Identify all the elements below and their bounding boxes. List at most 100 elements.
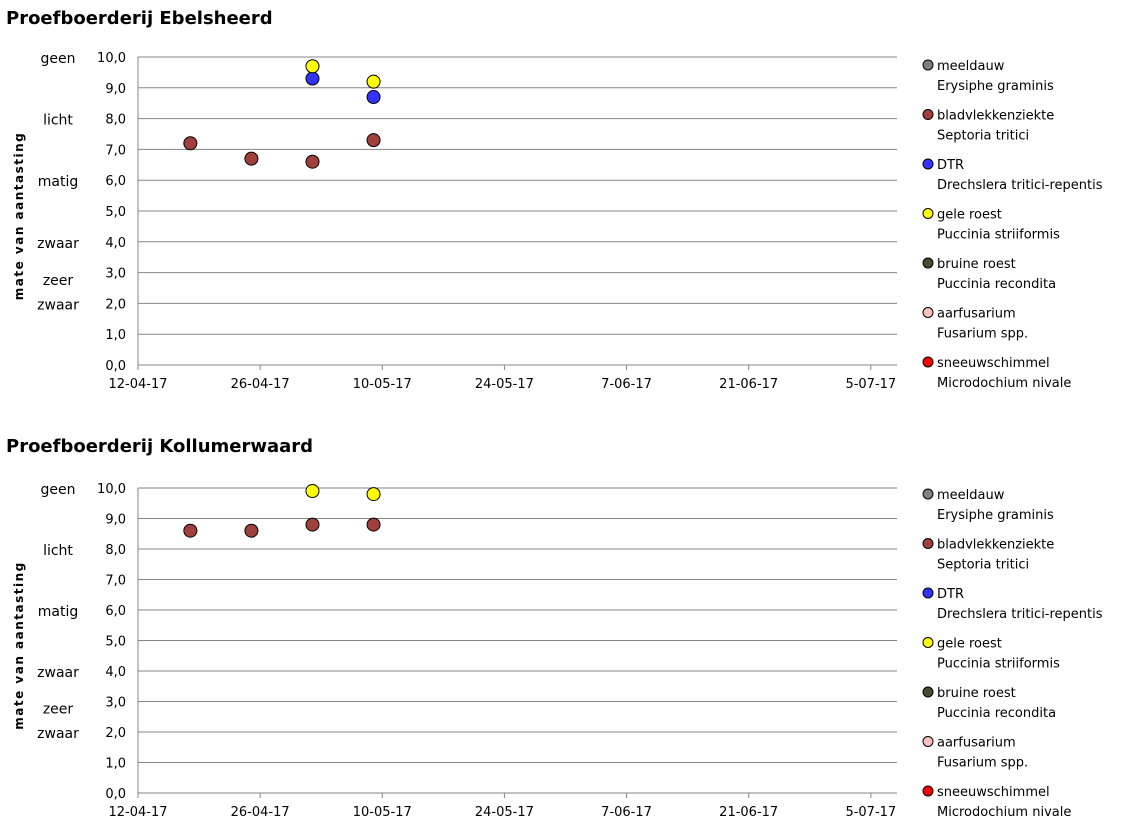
y-tick-label: 4,0	[105, 665, 126, 680]
legend-label: aarfusarium	[937, 736, 1016, 751]
legend-sublabel: Microdochium nivale	[937, 805, 1071, 820]
y-tick-label: 6,0	[105, 604, 126, 619]
chart-ebelsheerd: Proefboerderij Ebelsheerd 0,0 1,0 2,0 3,0 4,…	[0, 8, 1144, 418]
x-tick-label: 5-07-17	[845, 805, 896, 820]
chart-title: Proefboerderij Kollumerwaard	[6, 436, 314, 457]
legend-label: bruine roest	[937, 257, 1016, 272]
y-category-label: zeer	[43, 273, 74, 289]
x-tick-label: 24-05-17	[475, 805, 534, 820]
legend-sublabel: Drechslera tritici-repentis	[937, 178, 1103, 193]
y-category-label: zwaar	[37, 665, 79, 681]
y-category-label: zwaar	[37, 297, 79, 313]
legend-marker	[922, 257, 934, 269]
data-point-gele-roest	[366, 487, 381, 502]
legend-sublabel: Fusarium spp.	[937, 327, 1028, 342]
legend-label: gele roest	[937, 637, 1002, 652]
x-tick-label: 5-07-17	[845, 377, 896, 392]
chart-title: Proefboerderij Ebelsheerd	[6, 8, 273, 29]
legend-label: bladvlekkenziekte	[937, 109, 1054, 124]
y-tick-label: 2,0	[105, 726, 126, 741]
data-point-bladvlekkenziekte	[305, 154, 320, 169]
y-category-label: zwaar	[37, 726, 79, 742]
y-category-label: geen	[41, 51, 76, 67]
y-tick-label: 0,0	[105, 787, 126, 802]
x-tick-label: 26-04-17	[231, 805, 290, 820]
x-tick-label: 12-04-17	[108, 377, 167, 392]
y-axis-title: mate van aantasting	[12, 561, 26, 730]
legend-label: sneeuwschimmel	[937, 356, 1050, 371]
legend-label: meeldauw	[937, 59, 1005, 74]
x-tick-label: 24-05-17	[475, 377, 534, 392]
y-tick-label: 10,0	[97, 51, 126, 66]
x-tick-label: 26-04-17	[231, 377, 290, 392]
x-tick-label: 21-06-17	[719, 377, 778, 392]
y-category-label: licht	[43, 543, 73, 559]
legend-marker	[922, 587, 934, 599]
legend-sublabel: Erysiphe graminis	[937, 79, 1054, 94]
y-tick-label: 4,0	[105, 236, 126, 251]
data-point-bladvlekkenziekte	[244, 151, 259, 166]
y-tick-label: 9,0	[105, 82, 126, 97]
data-point-gele-roest	[366, 74, 381, 89]
data-point-DTR	[305, 71, 320, 86]
legend-marker	[922, 307, 934, 318]
legend-sublabel: Puccinia recondita	[937, 706, 1056, 721]
y-tick-label: 9,0	[105, 513, 126, 528]
x-tick-label: 12-04-17	[108, 805, 167, 820]
x-tick-label: 10-05-17	[353, 377, 412, 392]
legend-sublabel: Septoria tritici	[937, 129, 1029, 144]
legend-sublabel: Fusarium spp.	[937, 756, 1028, 771]
legend-marker	[922, 158, 934, 170]
y-tick-label: 5,0	[105, 205, 126, 220]
legend-sublabel: Septoria tritici	[937, 558, 1029, 573]
y-tick-label: 8,0	[105, 113, 126, 128]
legend-marker	[922, 208, 934, 219]
legend-label: sneeuwschimmel	[937, 785, 1050, 800]
data-point-bladvlekkenziekte	[305, 517, 320, 532]
legend-marker	[922, 785, 934, 797]
legend-sublabel: Microdochium nivale	[937, 376, 1071, 391]
data-point-bladvlekkenziekte	[366, 133, 381, 148]
chart-svg: 0,0 1,0 2,0 3,0 4,0 5,0 6,0 7,0 8,0 9,0 10,0 12-04-…	[12, 51, 1103, 392]
data-point-bladvlekkenziekte	[183, 136, 198, 151]
legend-label: DTR	[937, 587, 964, 602]
legend-marker	[922, 59, 934, 71]
data-point-gele-roest	[305, 59, 320, 74]
y-tick-label: 7,0	[105, 574, 126, 589]
y-tick-label: 10,0	[97, 482, 126, 497]
legend-marker	[922, 356, 934, 368]
legend-sublabel: Puccinia recondita	[937, 277, 1056, 292]
y-tick-label: 3,0	[105, 696, 126, 711]
legend-label: aarfusarium	[937, 307, 1016, 322]
y-category-label: licht	[43, 113, 73, 129]
x-tick-label: 21-06-17	[719, 805, 778, 820]
data-point-bladvlekkenziekte	[244, 523, 259, 538]
x-tick-label: 10-05-17	[353, 805, 412, 820]
legend-sublabel: Puccinia striiformis	[937, 657, 1060, 672]
data-point-gele-roest	[305, 484, 320, 499]
y-tick-label: 2,0	[105, 297, 126, 312]
legend-sublabel: Erysiphe graminis	[937, 508, 1054, 523]
data-point-bladvlekkenziekte	[183, 523, 198, 538]
y-tick-label: 1,0	[105, 328, 126, 343]
y-tick-label: 0,0	[105, 359, 126, 374]
y-category-label: geen	[41, 482, 76, 498]
chart-kollumerwaard: Proefboerderij Kollumerwaard 0,0 1,0 2,0 3,…	[0, 436, 1144, 838]
data-point-DTR	[366, 90, 381, 105]
y-tick-label: 3,0	[105, 267, 126, 282]
y-tick-label: 1,0	[105, 757, 126, 772]
legend-marker	[922, 637, 934, 648]
y-tick-label: 8,0	[105, 543, 126, 558]
legend-label: DTR	[937, 158, 964, 173]
legend-label: bladvlekkenziekte	[937, 538, 1054, 553]
x-tick-label: 7-06-17	[601, 377, 652, 392]
y-category-label: matig	[38, 174, 78, 190]
y-category-label: matig	[38, 604, 78, 620]
y-tick-label: 6,0	[105, 174, 126, 189]
y-tick-label: 5,0	[105, 635, 126, 650]
y-axis-title: mate van aantasting	[12, 132, 26, 301]
chart-svg: 0,0 1,0 2,0 3,0 4,0 5,0 6,0 7,0 8,0 9,0 10,0 12-04-…	[12, 482, 1103, 820]
y-tick-label: 7,0	[105, 143, 126, 158]
y-category-label: zeer	[43, 702, 74, 718]
data-point-bladvlekkenziekte	[366, 517, 381, 532]
